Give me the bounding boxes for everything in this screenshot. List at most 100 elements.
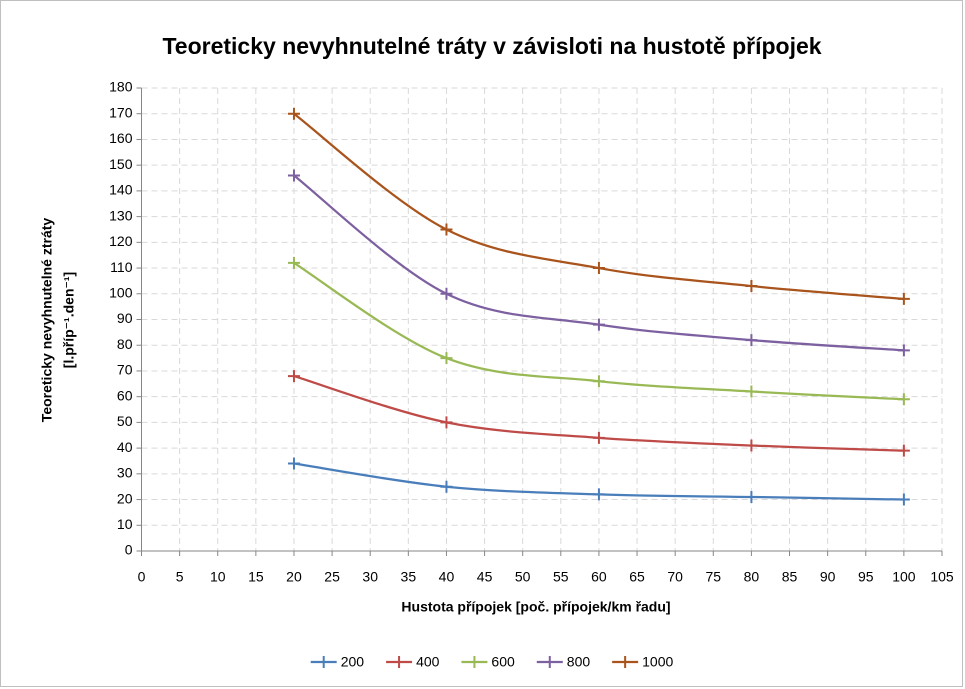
y-tick-label: 60 bbox=[117, 387, 133, 403]
marker bbox=[287, 457, 300, 470]
marker bbox=[592, 431, 605, 444]
marker-shape bbox=[897, 444, 910, 457]
y-tick-label: 110 bbox=[110, 259, 133, 275]
x-tick-label: 55 bbox=[553, 569, 569, 585]
marker-shape bbox=[440, 416, 453, 429]
marker-shape bbox=[592, 318, 605, 331]
y-tick-label: 30 bbox=[117, 465, 133, 481]
x-tick-label: 60 bbox=[591, 569, 607, 585]
marker-shape bbox=[287, 457, 300, 470]
x-tick-label: 50 bbox=[515, 569, 531, 585]
marker bbox=[592, 318, 605, 331]
marker bbox=[592, 375, 605, 388]
x-tick-label: 35 bbox=[401, 569, 417, 585]
y-tick-label: 0 bbox=[125, 542, 133, 558]
marker-shape bbox=[745, 280, 758, 293]
marker-shape bbox=[897, 292, 910, 305]
legend-label: 200 bbox=[341, 654, 365, 670]
x-tick-label: 65 bbox=[629, 569, 645, 585]
x-tick-label: 25 bbox=[324, 569, 340, 585]
y-axis-title: Teoreticky nevyhnutelné ztráty bbox=[39, 218, 55, 423]
legend-marker bbox=[468, 656, 481, 668]
legend-label: 800 bbox=[567, 654, 591, 670]
x-tick-label: 15 bbox=[248, 569, 264, 585]
legend-item: 200 bbox=[310, 654, 365, 670]
x-tick-label: 30 bbox=[362, 569, 378, 585]
legend-label: 400 bbox=[416, 654, 440, 670]
marker-shape bbox=[897, 493, 910, 506]
legend-item: 600 bbox=[461, 654, 515, 670]
marker bbox=[287, 256, 300, 269]
y-tick-label: 80 bbox=[117, 336, 133, 352]
marker-shape bbox=[745, 385, 758, 398]
marker bbox=[897, 493, 910, 506]
marker bbox=[287, 107, 300, 120]
legend-item: 400 bbox=[386, 654, 440, 670]
legend-marker bbox=[393, 656, 406, 668]
y-tick-label: 70 bbox=[117, 362, 133, 378]
y-tick-label: 120 bbox=[109, 233, 133, 249]
marker-shape bbox=[897, 393, 910, 406]
x-tick-label: 45 bbox=[477, 569, 493, 585]
x-tick-label: 5 bbox=[176, 569, 184, 585]
marker bbox=[287, 370, 300, 383]
marker bbox=[440, 223, 453, 236]
marker bbox=[745, 439, 758, 452]
x-axis-title: Hustota přípojek [poč. přípojek/km řadu] bbox=[401, 599, 670, 615]
legend-label: 1000 bbox=[642, 654, 673, 670]
marker-shape bbox=[592, 431, 605, 444]
marker bbox=[897, 393, 910, 406]
marker bbox=[592, 262, 605, 275]
y-axis-title: [l.příp⁻¹.den⁻¹] bbox=[61, 272, 77, 368]
marker-shape bbox=[592, 488, 605, 501]
marker-shape bbox=[897, 344, 910, 357]
legend-marker bbox=[317, 656, 330, 668]
x-tick-label: 85 bbox=[782, 569, 798, 585]
y-tick-label: 20 bbox=[117, 490, 133, 506]
y-tick-label: 40 bbox=[117, 439, 133, 455]
marker-shape bbox=[287, 169, 300, 182]
y-tick-label: 150 bbox=[109, 156, 133, 172]
x-tick-label: 75 bbox=[705, 569, 721, 585]
marker-shape bbox=[592, 375, 605, 388]
y-tick-label: 100 bbox=[109, 284, 133, 300]
y-tick-label: 90 bbox=[117, 310, 133, 326]
marker-shape bbox=[592, 262, 605, 275]
x-tick-label: 10 bbox=[210, 569, 226, 585]
marker bbox=[897, 444, 910, 457]
x-tick-label: 80 bbox=[744, 569, 760, 585]
x-tick-label: 0 bbox=[138, 569, 146, 585]
marker-shape bbox=[745, 490, 758, 503]
x-tick-label: 40 bbox=[439, 569, 455, 585]
legend-label: 600 bbox=[491, 654, 515, 670]
chart-title: Teoreticky nevyhnutelné tráty v závislot… bbox=[162, 33, 821, 59]
marker-shape bbox=[287, 107, 300, 120]
marker bbox=[745, 334, 758, 347]
marker bbox=[897, 292, 910, 305]
y-tick-label: 50 bbox=[117, 413, 133, 429]
x-tick-label: 90 bbox=[820, 569, 836, 585]
marker-shape bbox=[440, 287, 453, 300]
marker-shape bbox=[287, 370, 300, 383]
y-tick-label: 170 bbox=[109, 104, 133, 120]
legend-item: 800 bbox=[536, 654, 591, 670]
x-tick-label: 95 bbox=[858, 569, 874, 585]
marker-shape bbox=[440, 480, 453, 493]
marker bbox=[745, 385, 758, 398]
x-tick-label: 100 bbox=[892, 569, 916, 585]
y-tick-label: 140 bbox=[109, 182, 133, 198]
marker-shape bbox=[440, 352, 453, 365]
legend-marker bbox=[619, 656, 632, 668]
marker bbox=[440, 287, 453, 300]
marker bbox=[440, 352, 453, 365]
marker-shape bbox=[745, 334, 758, 347]
x-tick-label: 20 bbox=[286, 569, 302, 585]
legend-item: 1000 bbox=[612, 654, 673, 670]
marker bbox=[440, 416, 453, 429]
marker bbox=[745, 490, 758, 503]
marker bbox=[897, 344, 910, 357]
marker bbox=[592, 488, 605, 501]
y-tick-label: 130 bbox=[109, 207, 133, 223]
marker bbox=[440, 480, 453, 493]
